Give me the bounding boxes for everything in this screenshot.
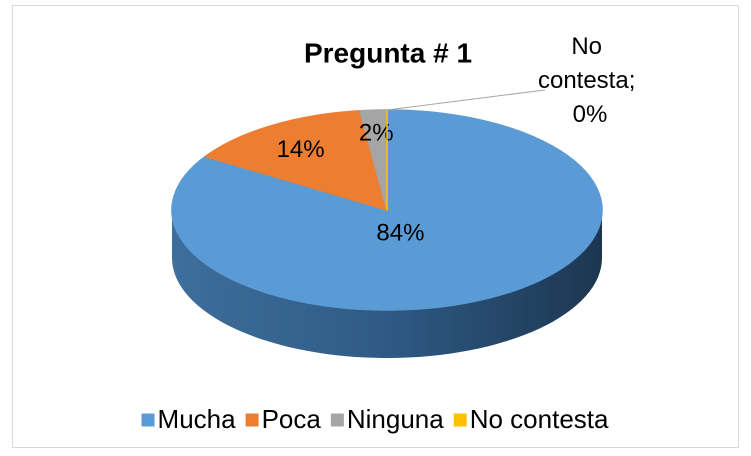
pie-slice: [204, 110, 388, 211]
legend-item: Ninguna: [330, 404, 444, 434]
data-label: No contesta; 0%: [538, 33, 642, 128]
legend-label: No contesta: [470, 404, 609, 434]
data-label: 84%: [376, 220, 424, 247]
legend-label: Poca: [262, 404, 322, 434]
legend-swatch: [141, 413, 155, 427]
legend-item: No contesta: [453, 404, 609, 434]
pie-side: [172, 210, 602, 358]
legend-swatch: [245, 413, 259, 427]
legend-label: Ninguna: [347, 404, 444, 434]
legend-label: Mucha: [158, 404, 237, 434]
leader-line: [386, 89, 546, 111]
legend-swatch: [453, 413, 467, 427]
data-label: 14%: [277, 136, 325, 163]
legend-swatch: [330, 413, 344, 427]
chart-title: Pregunta # 1: [304, 37, 472, 68]
legend-item: Mucha: [141, 404, 237, 434]
pie-slice: [171, 109, 603, 311]
data-label: 2%: [359, 120, 394, 147]
legend-item: Poca: [245, 404, 322, 434]
